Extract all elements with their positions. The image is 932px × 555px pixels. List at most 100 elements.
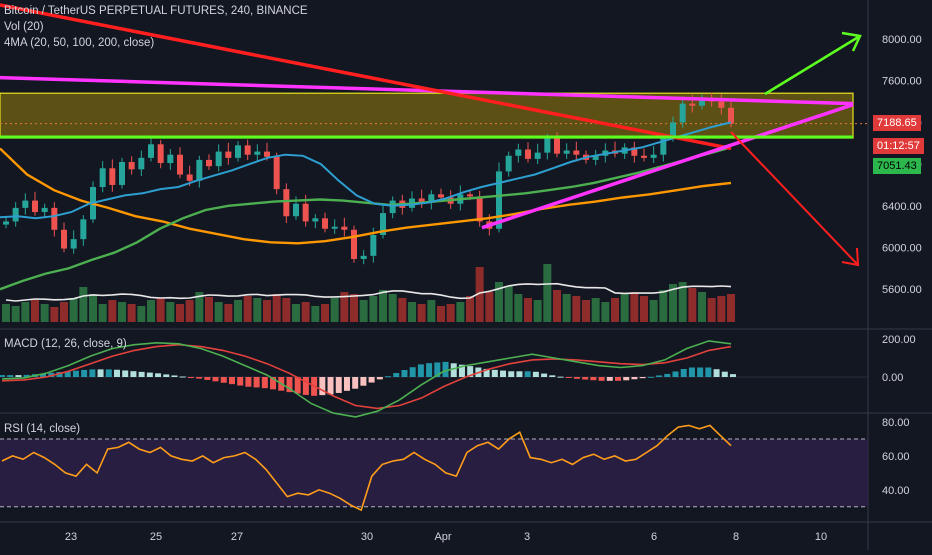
macd-signal-line — [1, 343, 732, 410]
volume-bar — [514, 294, 523, 322]
macd-histogram-bar — [302, 377, 309, 395]
volume-bar — [553, 290, 561, 322]
volume-bar — [137, 306, 146, 322]
volume-bar — [379, 290, 387, 322]
volume-bar — [688, 288, 697, 322]
ma100-line — [0, 147, 732, 245]
volume-bar — [611, 298, 619, 322]
macd-histogram-bar — [549, 375, 556, 377]
macd-tick-label: 200.00 — [882, 334, 916, 346]
volume-indicator-label[interactable]: Vol (20) — [4, 21, 44, 33]
macd-histogram-bar — [565, 377, 572, 378]
time-tick-label: 27 — [231, 531, 243, 543]
macd-histogram-bar — [532, 371, 539, 377]
macd-histogram-bar — [491, 369, 498, 377]
bullish-arrow-head — [841, 31, 862, 52]
rsi-pane — [0, 424, 868, 512]
macd-histogram-bar — [458, 364, 465, 377]
candle-body — [660, 138, 667, 155]
macd-histogram-bar — [590, 377, 597, 381]
macd-histogram-bar — [721, 371, 728, 377]
macd-histogram-bar — [647, 376, 654, 378]
macd-histogram-bar — [179, 376, 186, 378]
time-tick-label: 6 — [651, 531, 657, 543]
candle-body — [341, 226, 348, 230]
macd-indicator-label[interactable]: MACD (12, 26, close, 9) — [4, 338, 127, 350]
candle-body — [650, 154, 657, 158]
countdown-tag: 01:12:57 — [873, 138, 924, 154]
volume-bar — [156, 298, 165, 322]
ma-indicator-label[interactable]: 4MA (20, 50, 100, 200, close) — [4, 37, 155, 49]
candle-body — [544, 138, 551, 153]
candle-body — [273, 156, 280, 190]
candle-body — [428, 194, 435, 203]
macd-histogram-bar — [237, 377, 244, 386]
macd-histogram-bar — [335, 377, 342, 393]
candle-body — [554, 138, 560, 154]
volume-bar — [253, 298, 262, 322]
rsi-band — [0, 438, 868, 507]
candle-body — [3, 221, 9, 225]
volume-bar — [466, 296, 474, 322]
volume-bar — [234, 300, 242, 322]
volume-bar — [340, 292, 349, 322]
macd-histogram-bar — [155, 373, 162, 377]
macd-histogram-bar — [606, 377, 613, 381]
macd-histogram-bar — [713, 369, 720, 377]
macd-histogram-bar — [524, 371, 531, 377]
macd-histogram-bar — [516, 371, 523, 377]
candle-body — [215, 151, 222, 167]
macd-histogram-bar — [253, 377, 260, 388]
volume-bar — [456, 302, 465, 322]
volume-bar — [408, 302, 416, 322]
volume-bar — [485, 292, 494, 322]
macd-histogram-bar — [426, 363, 433, 377]
macd-histogram-bar — [171, 375, 178, 377]
candle-body — [728, 107, 734, 124]
candle-body — [177, 154, 183, 175]
time-tick-label: Apr — [434, 531, 451, 543]
macd-histogram-bar — [23, 374, 30, 377]
macd-histogram-bar — [64, 371, 71, 377]
volume-bar — [118, 302, 126, 322]
time-tick-label: 23 — [65, 531, 77, 543]
candle-body — [32, 200, 38, 213]
candle-body — [138, 157, 145, 170]
macd-histogram-bar — [615, 377, 622, 381]
rsi-indicator-label[interactable]: RSI (14, close) — [4, 423, 81, 435]
volume-bar — [678, 282, 687, 322]
volume-bar — [475, 267, 484, 322]
macd-histogram-bar — [146, 372, 153, 377]
volume-bar — [524, 298, 532, 322]
macd-histogram-bar — [557, 376, 564, 378]
macd-histogram-bar — [664, 373, 671, 377]
volume-bars — [2, 264, 735, 322]
candle-body — [351, 229, 357, 259]
macd-histogram-bar — [697, 367, 704, 377]
candle-body — [167, 154, 174, 164]
price-tick-label: 8000.00 — [882, 34, 922, 46]
macd-histogram-bar — [352, 377, 359, 389]
volume-bar — [707, 298, 716, 322]
volume-bar — [205, 297, 213, 322]
candle-body — [476, 196, 483, 222]
volume-bar — [282, 298, 291, 322]
volume-bar — [127, 304, 136, 322]
volume-bar — [620, 294, 629, 322]
macd-histogram-bar — [327, 377, 334, 395]
macd-histogram-bar — [368, 377, 375, 383]
candle-body — [312, 218, 319, 222]
macd-tick-label: 0.00 — [882, 372, 903, 384]
macd-histogram-bar — [204, 377, 211, 380]
macd-histogram-bar — [40, 373, 47, 377]
symbol-title[interactable]: Bitcoin / TetherUS PERPETUAL FUTURES, 24… — [4, 5, 308, 17]
macd-histogram-bar — [417, 364, 424, 377]
candle-body — [370, 234, 377, 256]
candle-body — [244, 145, 251, 155]
candle-body — [119, 162, 125, 185]
volume-bar — [630, 292, 639, 322]
volume-bar — [437, 306, 445, 322]
volume-ma-line — [5, 282, 732, 302]
volume-bar — [31, 300, 39, 322]
